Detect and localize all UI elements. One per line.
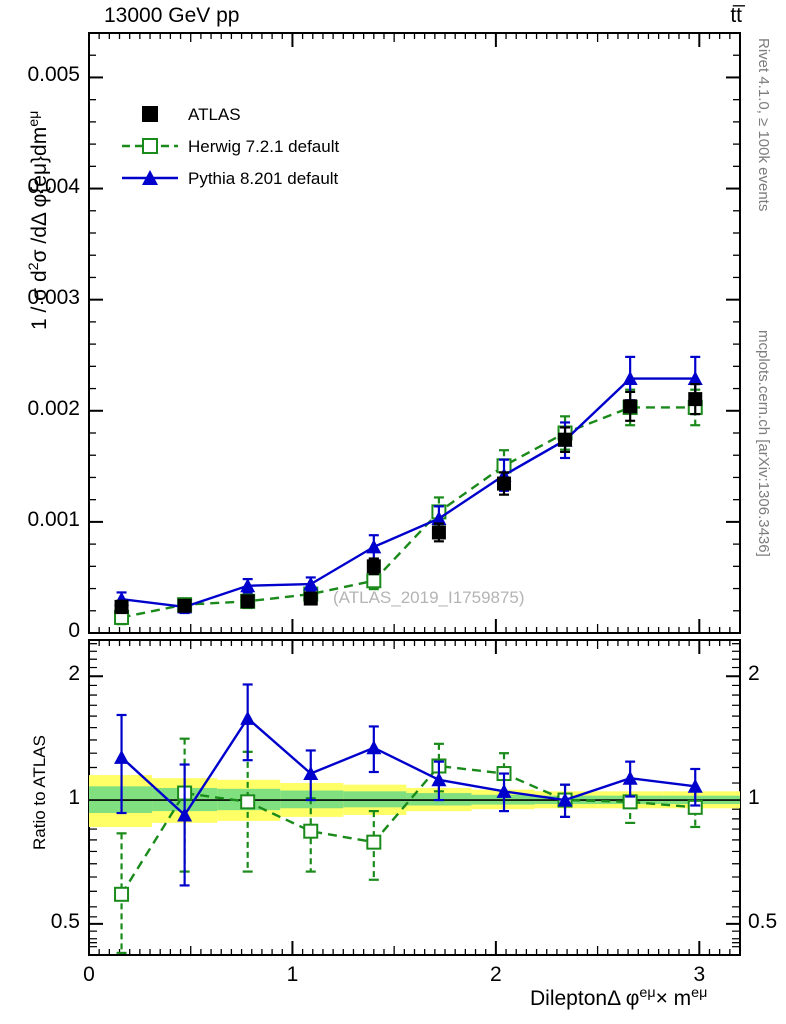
main-series	[114, 383, 703, 615]
ratio-y-tick-label: 1	[748, 786, 760, 810]
x-tick-label: 3	[693, 963, 706, 986]
ratio-series	[114, 737, 703, 954]
ratio-series	[114, 683, 703, 887]
data-marker	[142, 106, 158, 122]
x-axis-label-times: ×	[655, 987, 668, 1010]
x-axis-label: DileptonΔ φeμ× meμ	[530, 985, 707, 1011]
x-tick-label: 1	[286, 963, 299, 986]
data-marker	[557, 792, 573, 807]
data-marker	[431, 525, 446, 540]
data-marker	[687, 371, 703, 386]
data-marker	[303, 823, 319, 839]
x-axis-label-sup1: eμ	[639, 985, 656, 1001]
main-y-tick-label: 0	[68, 619, 80, 642]
x-axis-label-phi: φ	[625, 987, 640, 1010]
main-y-tick-label: 0.003	[27, 285, 80, 309]
data-marker	[687, 778, 703, 793]
legend-label-pythia: Pythia 8.201 default	[188, 169, 339, 188]
data-marker	[622, 770, 638, 785]
x-axis-label-m: m	[673, 987, 692, 1010]
main-y-tick-label: 0.002	[27, 396, 80, 420]
data-marker	[142, 170, 158, 185]
data-marker	[240, 794, 256, 810]
x-axis-label-delta: Δ	[607, 987, 620, 1010]
data-marker	[303, 766, 319, 781]
x-axis-label-sup2: eμ	[691, 985, 708, 1001]
main-series	[114, 355, 703, 615]
main-panel-frame	[88, 32, 741, 634]
data-marker	[177, 598, 192, 613]
data-marker	[431, 772, 447, 787]
data-marker	[623, 399, 638, 414]
ratio-y-tick-label: 1	[68, 786, 80, 810]
data-marker	[142, 138, 158, 154]
main-line	[121, 406, 696, 619]
main-line	[121, 377, 696, 609]
data-marker	[303, 576, 319, 591]
data-marker	[177, 807, 193, 822]
data-marker	[240, 710, 256, 725]
legend-label-atlas: ATLAS	[188, 105, 241, 124]
data-marker	[240, 594, 255, 609]
analysis-watermark: (ATLAS_2019_I1759875)	[333, 588, 525, 607]
ratio-y-tick-label: 0.5	[748, 909, 778, 933]
data-marker	[366, 573, 382, 589]
main-y-tick-label: 0.004	[27, 174, 80, 198]
data-marker	[558, 432, 573, 447]
main-y-tick-label: 0.001	[27, 507, 80, 531]
data-marker	[431, 511, 447, 526]
data-marker	[303, 591, 318, 606]
legend-label-herwig: Herwig 7.2.1 default	[188, 137, 340, 156]
header-right-label: tt̅	[730, 4, 742, 27]
x-axis-label-pre: Dilepton	[530, 987, 608, 1010]
ratio-y-tick-label: 2	[748, 662, 760, 686]
data-marker	[114, 599, 129, 614]
data-marker	[366, 740, 382, 755]
header-left-label: 13000 GeV pp	[104, 4, 240, 27]
ratio-y-tick-label: 0.5	[50, 909, 80, 933]
data-marker	[688, 392, 703, 407]
data-marker	[240, 578, 256, 593]
data-marker	[496, 783, 512, 798]
data-marker	[114, 886, 130, 902]
data-marker	[497, 476, 512, 491]
data-marker	[366, 834, 382, 850]
data-marker	[366, 559, 381, 574]
main-series	[114, 388, 703, 626]
main-y-tick-label: 0.005	[27, 63, 80, 87]
data-marker	[366, 539, 382, 554]
ratio-y-tick-label: 2	[68, 662, 80, 686]
x-tick-label: 0	[83, 963, 95, 986]
ratio-line	[120, 764, 696, 895]
legend	[122, 106, 178, 185]
data-marker	[622, 371, 638, 386]
x-tick-label: 2	[490, 963, 502, 986]
data-marker	[114, 749, 130, 764]
ratio-line	[120, 716, 696, 817]
